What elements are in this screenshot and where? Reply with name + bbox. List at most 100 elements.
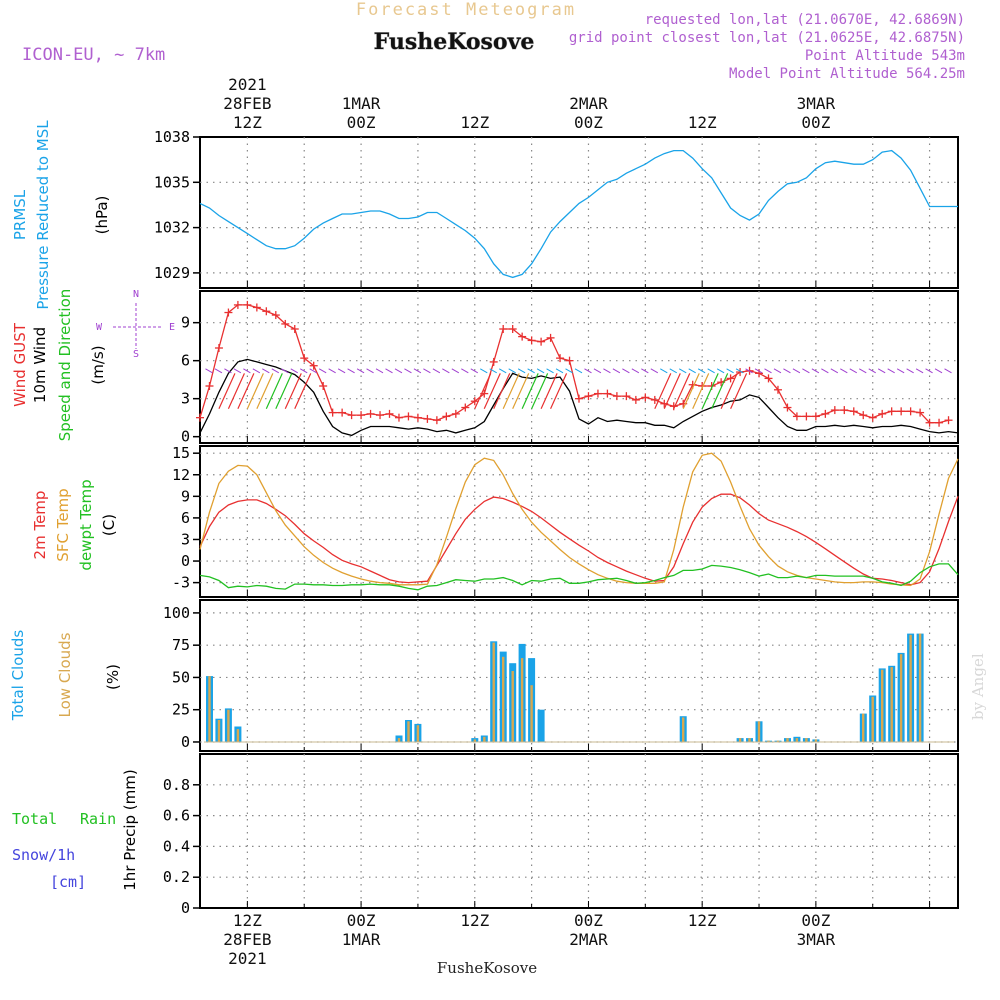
total-clouds-label: Total Clouds (9, 630, 27, 722)
panels: 10291032103510380369-3036912150255075100… (154, 128, 959, 917)
pressure-unit-label: (hPa) (93, 196, 111, 235)
direction-arrow (925, 368, 933, 374)
direction-arrow (811, 368, 820, 374)
wind-flag (294, 373, 312, 410)
direction-arrow (394, 368, 403, 374)
y-tick-label: 0.8 (163, 776, 190, 794)
panel-frame (199, 290, 959, 444)
direction-arrow (915, 368, 924, 374)
low-cloud-bar (890, 667, 893, 742)
y-tick-label: 100 (163, 604, 190, 622)
direction-arrow (214, 368, 223, 374)
y-tick-label: 50 (172, 668, 190, 686)
panel-frame (199, 599, 959, 752)
temp-labels: 2m Temp SFC Temp dewpt Temp (C) (31, 479, 118, 570)
y-tick-label: 0 (181, 899, 190, 917)
model-label: ICON-EU, ~ 7km (22, 45, 165, 65)
total-rain-label: Total (12, 810, 57, 828)
direction-arrow (432, 368, 441, 374)
direction-arrow (792, 368, 801, 374)
wind-flag (521, 373, 539, 410)
time-label: 12Z (688, 113, 717, 132)
time-label: 12Z (460, 113, 489, 132)
compass-north: N (133, 289, 139, 300)
direction-arrow (934, 368, 943, 374)
direction-arrow (508, 368, 516, 374)
direction-arrow (830, 368, 839, 374)
time-label: 3MAR (797, 930, 836, 949)
wind-flag (531, 373, 549, 410)
direction-arrow (262, 368, 270, 374)
wind-flag (237, 373, 255, 410)
gust-label: Wind GUST (11, 322, 29, 407)
direction-arrow (773, 368, 782, 374)
direction-arrow (840, 368, 848, 374)
direction-arrow (584, 368, 592, 374)
closest-coords: grid point closest lon,lat (21.0625E, 42… (569, 30, 965, 46)
direction-arrow (356, 368, 365, 374)
direction-arrow (413, 368, 422, 374)
precip-labels: Total Rain Snow/1h [cm] 1hr Precip (mm) (12, 769, 139, 891)
wind-labels: Wind GUST 10m Wind Speed and Direction (… (11, 289, 175, 442)
direction-arrow (669, 368, 677, 374)
y-tick-label: 1032 (154, 219, 190, 237)
direction-arrow (252, 368, 261, 374)
y-tick-label: 0 (181, 428, 190, 446)
direction-arrow (423, 368, 431, 374)
panel-wind: 0 3 6 9 (181, 290, 959, 446)
dewpt-label: dewpt Temp (77, 479, 95, 570)
direction-arrow (517, 368, 526, 374)
time-label: 2MAR (569, 94, 608, 113)
time-label: 12Z (688, 911, 717, 930)
direction-arrow (271, 368, 280, 374)
time-label: 12Z (233, 113, 262, 132)
series-sfc-temp (199, 452, 959, 587)
panel-frame (199, 753, 959, 909)
direction-arrow (337, 368, 346, 374)
wind-flag (256, 373, 274, 410)
wind-unit-label: (m/s) (89, 345, 107, 384)
prmsl-label: PRMSL (11, 189, 29, 240)
wind-flag (275, 373, 293, 410)
time-label: 2MAR (569, 930, 608, 949)
direction-arrow (442, 368, 450, 374)
direction-arrow (868, 368, 876, 374)
direction-arrow (631, 368, 640, 374)
low-cloud-bar (862, 713, 865, 742)
direction-arrow (489, 368, 497, 374)
low-cloud-bar (483, 736, 486, 742)
low-cloud-bar (776, 740, 780, 742)
wind-flag (218, 373, 236, 410)
y-tick-label: 1038 (154, 128, 190, 146)
direction-arrow (299, 368, 308, 374)
low-cloud-bar (786, 738, 789, 742)
low-cloud-bar (871, 696, 874, 742)
series-10m-wind (199, 358, 959, 437)
direction-arrow (641, 368, 649, 374)
y-tick-label: 1035 (154, 173, 190, 191)
low-cloud-bar (208, 676, 211, 742)
direction-arrow (906, 368, 914, 374)
direction-arrow (309, 368, 317, 374)
y-tick-label: 0.4 (163, 837, 190, 855)
temp-unit-label: (C) (100, 514, 118, 536)
rain-label: Rain (80, 810, 116, 828)
direction-arrow (451, 368, 460, 374)
wind-flag (654, 373, 672, 410)
direction-arrow (887, 368, 895, 374)
y-tick-label: 75 (172, 636, 190, 654)
series-2m-temp (199, 493, 959, 586)
y-tick-label: 3 (181, 530, 190, 548)
y-tick-label: 9 (181, 487, 190, 505)
direction-arrow (697, 368, 706, 374)
time-label: 00Z (347, 113, 376, 132)
requested-coords: requested lon,lat (21.0670E, 42.6869N) (645, 12, 965, 28)
low-cloud-bar (805, 738, 808, 742)
direction-arrow (375, 368, 384, 374)
direction-arrow (536, 368, 545, 374)
direction-arrow (944, 368, 952, 374)
direction-arrow (650, 368, 659, 374)
panel-clouds: 0 25 50 75 100 (163, 599, 959, 752)
series-dewpt-temp (199, 563, 959, 591)
direction-arrow (802, 368, 810, 374)
